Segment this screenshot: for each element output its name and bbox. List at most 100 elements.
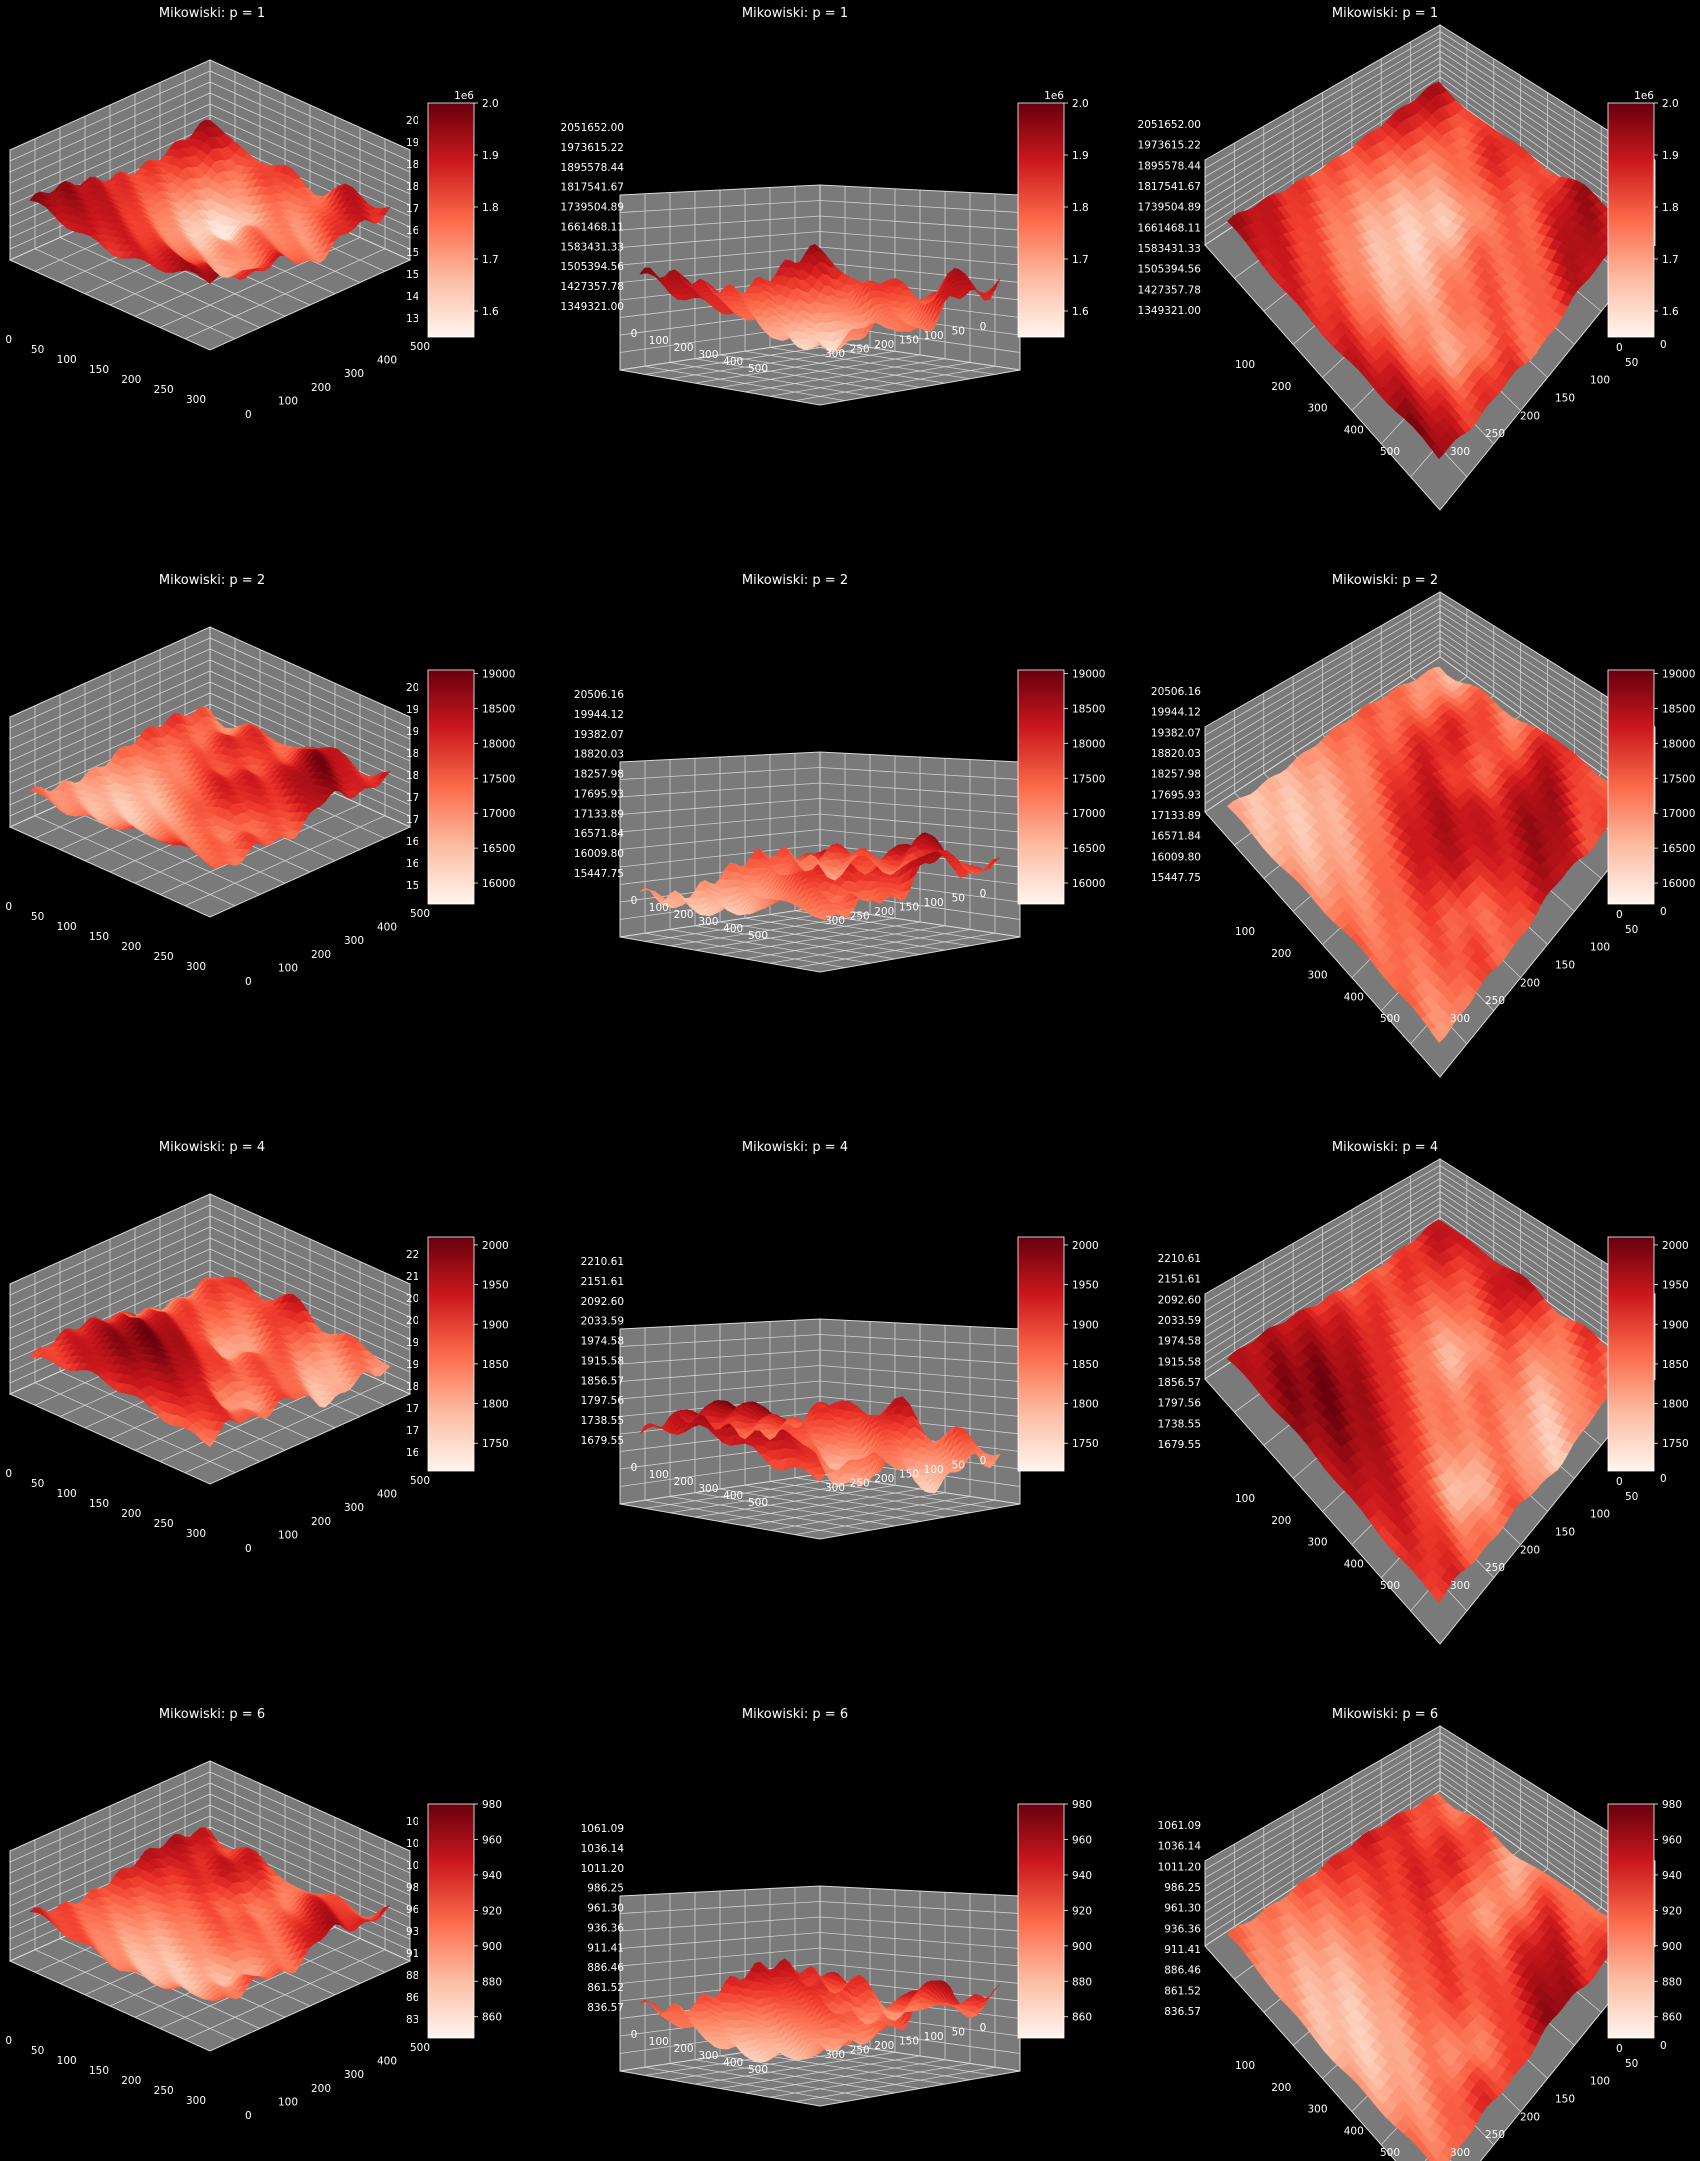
tick-label: 1661468.11 [561,221,624,233]
colorbar-tick-label: 1.6 [1662,306,1679,318]
chart-title: Mikowiski: p = 1 [742,6,848,21]
tick-label: 500 [410,908,430,920]
tick-label: 1349321.00 [561,301,624,313]
colorbar-tick-label: 19000 [482,668,515,680]
panel-6: Mikowiski: p = 2050100150200250300100200… [1151,573,1696,1077]
colorbar-tick-label: 2.0 [1072,98,1089,110]
tick-label: 250 [850,344,870,356]
tick-label: 100 [1590,375,1610,387]
colorbar-tick-label: 2.0 [1662,98,1679,110]
tick-label: 1583431.33 [1138,243,1201,255]
chart-title: Mikowiski: p = 2 [1332,573,1438,588]
tick-label: 100 [278,395,298,407]
tick-label: 16009.80 [574,848,624,860]
colorbar-offset-label: 1e6 [454,90,474,102]
colorbar-tick-label: 18500 [1072,703,1105,715]
tick-label: 100 [924,330,944,342]
colorbar-tick-label: 19000 [1072,668,1105,680]
tick-label: 50 [31,344,44,356]
tick-label: 150 [899,335,919,347]
colorbar-offset-label: 1e6 [1044,90,1064,102]
colorbar-tick-label: 18000 [1072,738,1105,750]
tick-label: 300 [698,349,718,361]
tick-label: 300 [186,961,206,973]
tick-label: 15447.75 [574,868,624,880]
chart-title: Mikowiski: p = 1 [159,6,265,21]
tick-label: 0 [631,328,638,340]
tick-label: 100 [57,354,77,366]
tick-label: 0 [5,901,12,913]
tick-label: 0 [5,334,12,346]
chart-title: Mikowiski: p = 2 [742,573,848,588]
panel-4: Mikowiski: p = 2050100150200250300010020… [5,573,515,988]
tick-label: 400 [377,922,397,934]
colorbar-tick-label: 17000 [482,808,515,820]
colorbar-gradient [1018,103,1064,337]
tick-label: 100 [1235,359,1255,371]
tick-label: 19944.12 [574,709,624,721]
tick-label: 200 [674,909,694,921]
tick-label: 50 [1625,357,1638,369]
tick-label: 100 [924,897,944,909]
tick-label: 100 [57,921,77,933]
colorbar-gradient [428,103,474,337]
colorbar-tick-label: 18500 [482,703,515,715]
tick-label: 500 [748,930,768,942]
tick-label: 200 [1520,410,1540,422]
colorbar-tick-label: 17500 [482,773,515,785]
tick-label: 0 [980,321,987,333]
chart-title: Mikowiski: p = 1 [1332,6,1438,21]
panel-3: Mikowiski: p = 1050100150200250300100200… [1138,6,1679,510]
tick-label: 100 [649,335,669,347]
tick-label: 17695.93 [574,788,624,800]
colorbar-zero-label: 0 [1616,342,1623,354]
tick-label: 300 [344,935,364,947]
z-tick-labels: 1349321.001427357.781505394.561583431.33… [1138,119,1202,317]
colorbar-tick-label: 16000 [482,878,515,890]
colorbar-offset-label: 1e6 [1634,90,1654,102]
tick-label: 16571.84 [574,828,624,840]
tick-label: 1817541.67 [561,182,624,194]
tick-label: 300 [698,916,718,928]
tick-label: 1505394.56 [561,261,625,273]
tick-label: 1973615.22 [1138,140,1201,152]
tick-label: 0 [1660,339,1667,351]
tick-label: 250 [1485,428,1505,440]
colorbar-tick-label: 17000 [1072,808,1105,820]
tick-label: 1349321.00 [1138,305,1201,317]
colorbar-tick-label: 16500 [1072,843,1105,855]
tick-label: 200 [874,906,894,918]
colorbar-tick-label: 1.9 [1072,150,1089,162]
colorbar-tick-label: 1.9 [1662,150,1679,162]
tick-label: 50 [952,326,965,338]
panel-1: Mikowiski: p = 1050100150200250300010020… [5,6,499,421]
tick-label: 300 [1307,403,1327,415]
tick-label: 20506.16 [574,689,624,701]
colorbar-gradient [428,670,474,904]
tick-label: 200 [674,342,694,354]
tick-label: 0 [980,888,987,900]
tick-label: 1817541.67 [1138,181,1201,193]
tick-label: 150 [1555,393,1575,405]
tick-label: 300 [825,348,845,360]
tick-label: 300 [825,915,845,927]
tick-label: 500 [748,363,768,375]
tick-label: 1661468.11 [1138,222,1201,234]
tick-label: 17133.89 [574,808,624,820]
tick-label: 250 [850,911,870,923]
colorbar-tick-label: 1.7 [1662,254,1679,266]
tick-label: 0 [245,409,252,421]
tick-label: 300 [186,394,206,406]
tick-label: 50 [31,911,44,923]
tick-label: 0 [245,976,252,988]
z-tick-labels: 15447.75 16009.80 16571.84 17133.89 17695.93… [574,689,624,880]
colorbar-tick-label: 1.8 [1072,202,1089,214]
